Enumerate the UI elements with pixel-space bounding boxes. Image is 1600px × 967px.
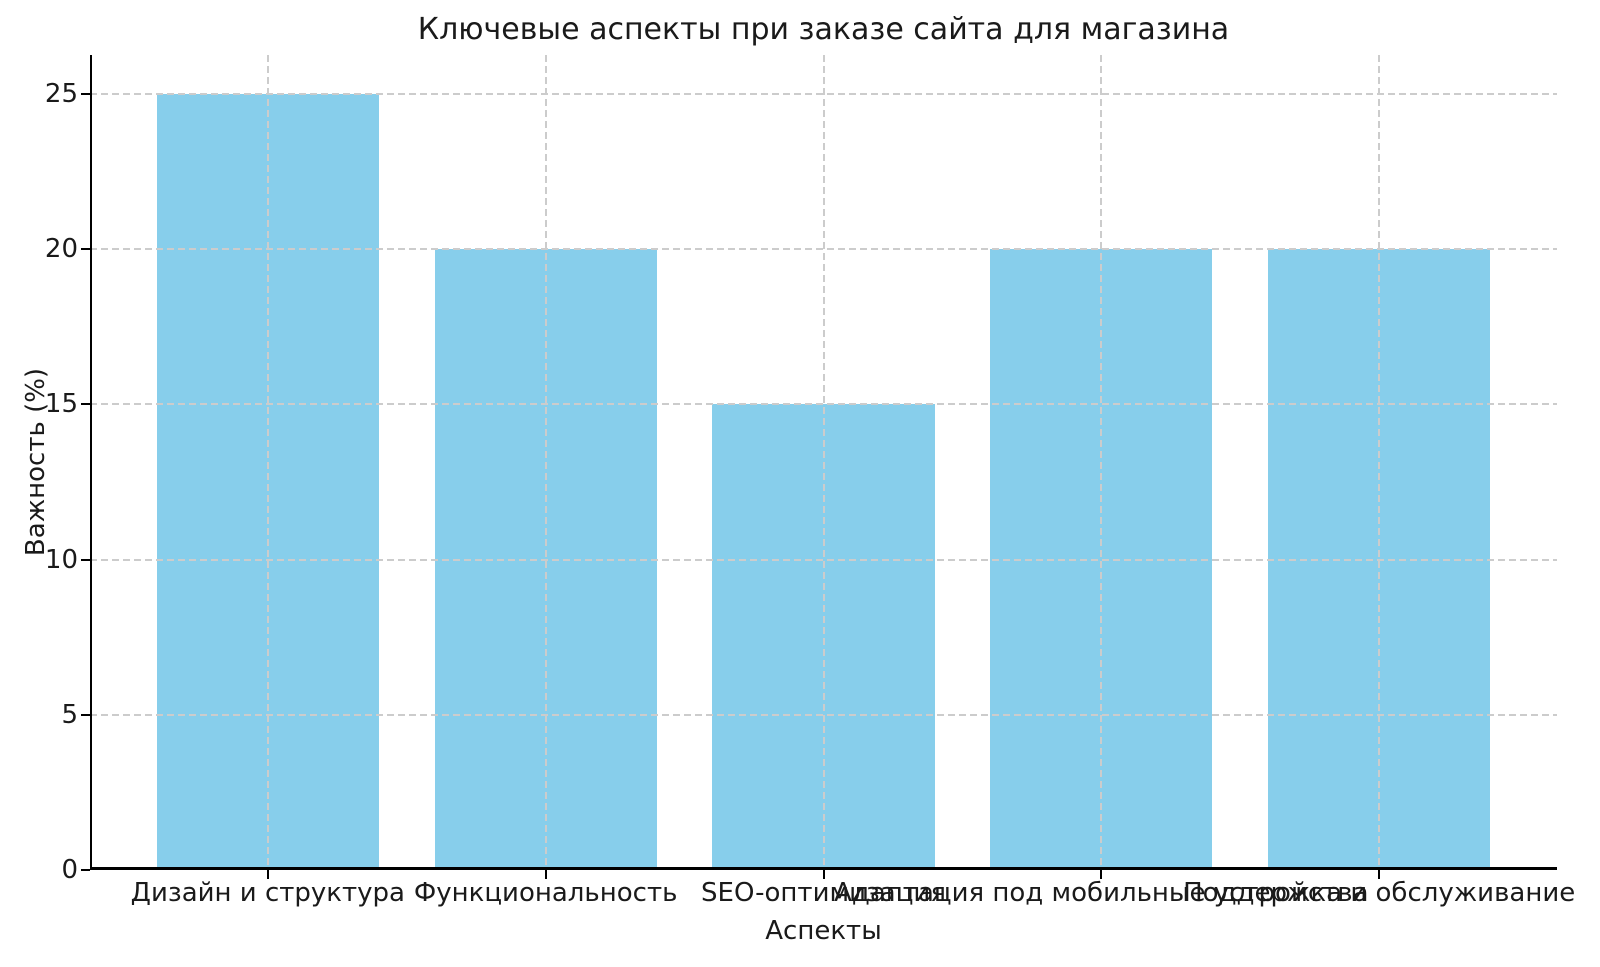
x-tick-label: Дизайн и структура (130, 878, 405, 908)
v-gridline (822, 55, 825, 870)
chart-title: Ключевые аспекты при заказе сайта для ма… (417, 12, 1230, 47)
v-gridline (266, 55, 269, 870)
y-tick-label: 5 (61, 699, 78, 730)
y-tick-label: 10 (44, 544, 78, 575)
x-tick (1378, 870, 1381, 879)
h-gridline (90, 92, 1557, 95)
x-tick-label: Адаптация под мобильные устройства (834, 878, 1369, 908)
x-tick (1100, 870, 1103, 879)
grid-layer (90, 55, 1557, 870)
h-gridline (90, 403, 1557, 406)
y-tick-label: 15 (44, 389, 78, 420)
y-tick-label: 25 (44, 78, 78, 109)
x-tick-label: Функциональность (413, 878, 678, 908)
h-gridline (90, 713, 1557, 716)
h-gridline (90, 558, 1557, 561)
x-tick (822, 870, 825, 879)
y-tick (81, 713, 90, 716)
v-gridline (1378, 55, 1381, 870)
x-axis-spine (90, 867, 1557, 870)
y-tick-label: 20 (44, 234, 78, 265)
y-axis-spine (90, 55, 92, 870)
y-tick (81, 92, 90, 95)
y-tick (81, 403, 90, 406)
y-tick (81, 558, 90, 561)
y-tick-label: 0 (61, 855, 78, 885)
plot-area (90, 55, 1557, 870)
y-tick (81, 869, 90, 871)
x-axis-label: Аспекты (765, 916, 882, 946)
x-tick (266, 870, 269, 879)
v-gridline (544, 55, 547, 870)
x-tick-label: Поддержка и обслуживание (1183, 878, 1576, 908)
x-tick-label: SEO-оптимизация (701, 878, 946, 908)
h-gridline (90, 248, 1557, 251)
v-gridline (1100, 55, 1103, 870)
x-tick (544, 870, 547, 879)
y-tick (81, 248, 90, 251)
